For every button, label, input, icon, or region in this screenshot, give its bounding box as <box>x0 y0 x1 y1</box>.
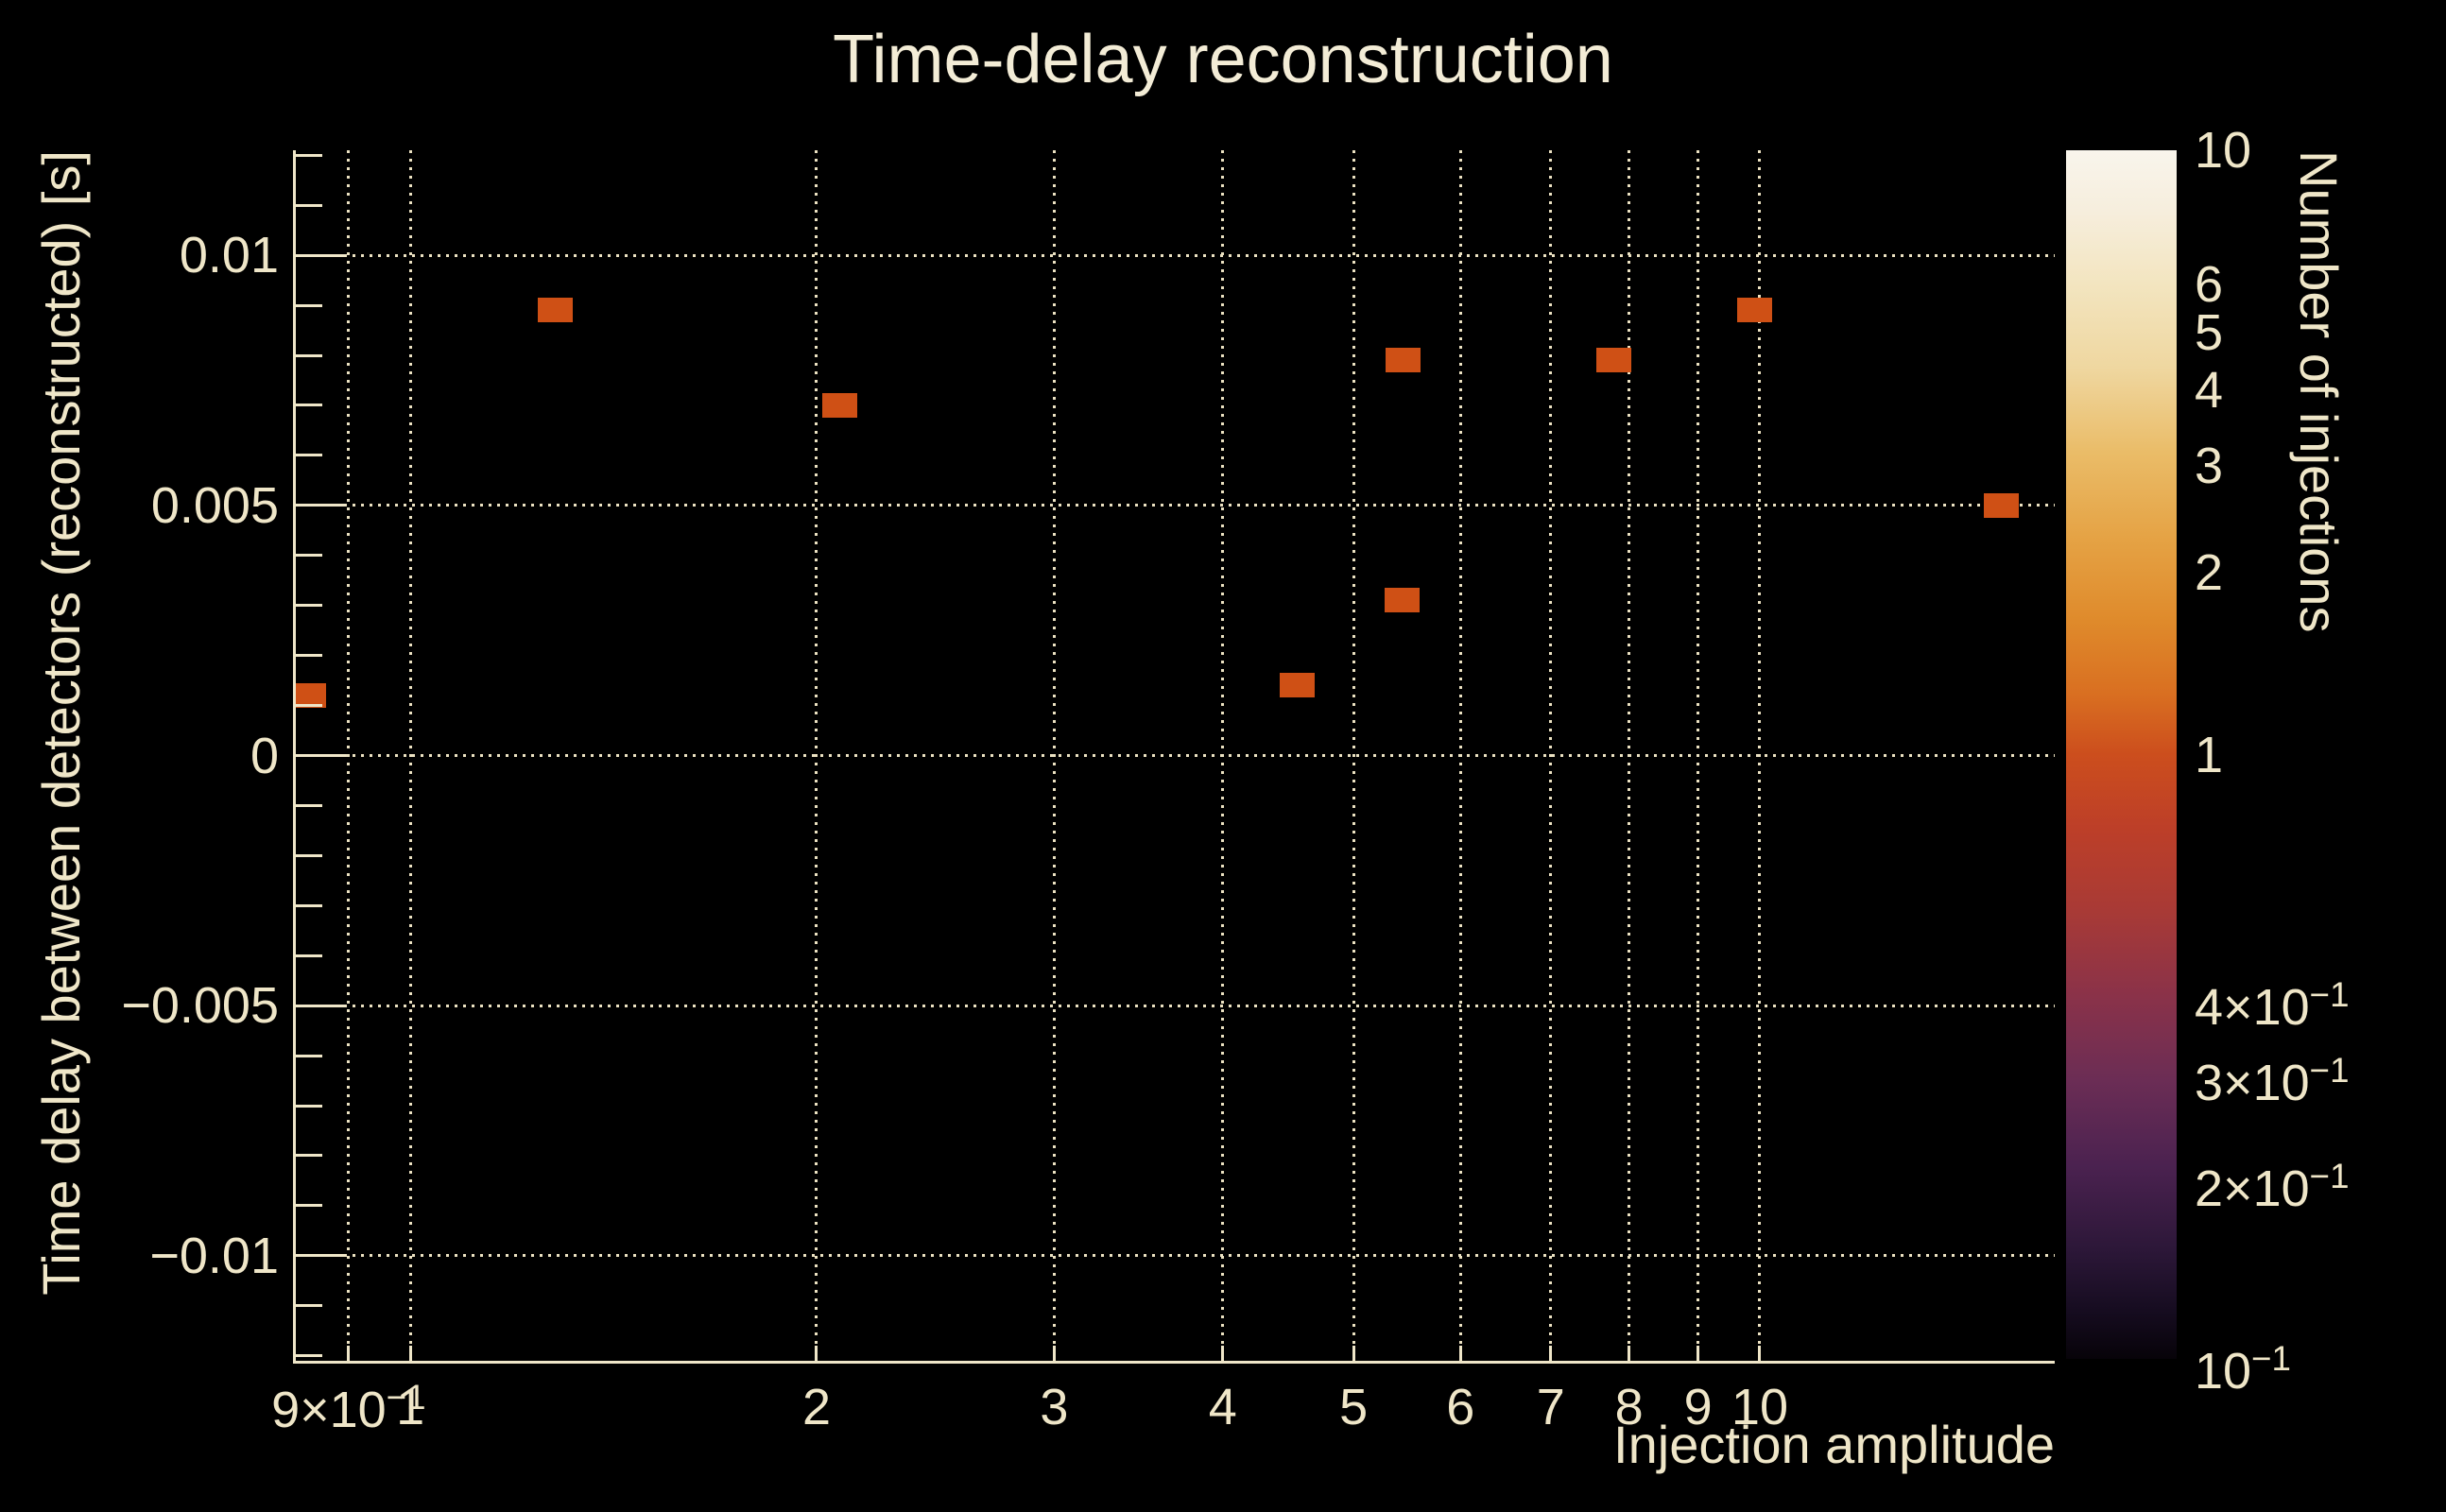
y-minor-tick <box>293 803 322 807</box>
histogram-bin <box>293 682 326 708</box>
chart-title: Time-delay reconstruction <box>833 22 1613 97</box>
colorbar-tick-label: 5 <box>2195 303 2224 361</box>
y-gridline <box>293 754 2055 757</box>
x-tick-label: 6 <box>1446 1379 1475 1435</box>
histogram-bin <box>1596 348 1632 373</box>
x-tick-label: 10 <box>1731 1379 1788 1435</box>
x-tick <box>1628 1346 1631 1361</box>
y-minor-tick <box>293 704 322 708</box>
colorbar-tick-label: 3 <box>2195 438 2224 495</box>
y-minor-tick <box>293 1304 322 1308</box>
histogram-bin <box>1984 492 2020 518</box>
x-tick <box>347 1346 351 1361</box>
y-tick-label: −0.005 <box>121 977 279 1035</box>
y-minor-tick <box>293 903 322 907</box>
histogram-bin <box>537 298 573 323</box>
y-minor-tick <box>293 203 322 207</box>
histogram-bin <box>1385 348 1421 373</box>
x-axis-title: Injection amplitude <box>1613 1415 2055 1474</box>
colorbar-tick-label: 10−1 <box>2195 1339 2291 1400</box>
x-tick-label: 8 <box>1614 1379 1644 1435</box>
plot-area <box>293 150 2055 1361</box>
y-tick-label: −0.01 <box>149 1227 279 1284</box>
y-minor-tick <box>293 853 322 857</box>
colorbar <box>2066 150 2177 1359</box>
x-tick <box>815 1346 818 1361</box>
y-major-tick <box>293 253 346 257</box>
y-major-tick <box>293 504 346 507</box>
x-tick-label: 2 <box>801 1379 831 1435</box>
colorbar-tick-label: 1 <box>2195 726 2224 783</box>
x-tick <box>1549 1346 1553 1361</box>
x-tick <box>1697 1346 1700 1361</box>
x-tick-label: 7 <box>1536 1379 1565 1435</box>
y-minor-tick <box>293 1354 322 1358</box>
colorbar-title: Number of injections <box>2289 150 2349 633</box>
y-gridline <box>293 1254 2055 1258</box>
colorbar-tick-label: 4×10−1 <box>2195 974 2350 1036</box>
y-minor-tick <box>293 353 322 357</box>
y-minor-tick <box>293 454 322 457</box>
x-tick <box>1458 1346 1462 1361</box>
x-tick-label: 4 <box>1208 1379 1237 1435</box>
y-minor-tick <box>293 1104 322 1108</box>
x-axis-line <box>293 1361 2055 1364</box>
y-axis-line <box>293 150 296 1364</box>
y-gridline <box>293 1004 2055 1007</box>
colorbar-major-tick <box>2122 1357 2177 1361</box>
x-tick <box>1758 1346 1762 1361</box>
x-tick-label: 3 <box>1040 1379 1069 1435</box>
y-minor-tick <box>293 1204 322 1208</box>
x-tick <box>1352 1346 1355 1361</box>
y-minor-tick <box>293 1054 322 1057</box>
histogram-bin <box>1384 588 1420 613</box>
y-major-tick <box>293 1254 346 1258</box>
y-gridline <box>293 253 2055 257</box>
y-tick-label: 0 <box>250 727 279 784</box>
y-minor-tick <box>293 404 322 407</box>
histogram-bin <box>1279 673 1315 698</box>
colorbar-tick-label: 4 <box>2195 362 2224 420</box>
x-tick <box>1221 1346 1225 1361</box>
x-tick-label: 1 <box>396 1379 425 1435</box>
y-minor-tick <box>293 654 322 658</box>
y-minor-tick <box>293 554 322 558</box>
x-tick-label: 9 <box>1683 1379 1713 1435</box>
y-tick-label: 0.005 <box>150 476 279 534</box>
histogram-bin <box>821 392 857 418</box>
y-axis-title: Time delay between detectors (reconstruc… <box>31 150 91 1296</box>
colorbar-tick-label: 10 <box>2195 122 2252 179</box>
histogram-bin <box>1737 298 1773 323</box>
x-tick <box>1052 1346 1056 1361</box>
y-minor-tick <box>293 303 322 307</box>
x-tick-label: 9×10−1 <box>271 1378 426 1438</box>
y-gridline <box>293 504 2055 507</box>
x-tick <box>408 1346 412 1361</box>
y-minor-tick <box>293 954 322 957</box>
colorbar-tick-label: 6 <box>2195 255 2224 313</box>
y-minor-tick <box>293 153 322 157</box>
y-minor-tick <box>293 604 322 608</box>
y-minor-tick <box>293 1154 322 1158</box>
y-tick-label: 0.01 <box>179 227 279 284</box>
colorbar-tick-label: 2 <box>2195 543 2224 601</box>
x-tick-label: 5 <box>1339 1379 1369 1435</box>
y-major-tick <box>293 1004 346 1007</box>
y-major-tick <box>293 754 346 757</box>
